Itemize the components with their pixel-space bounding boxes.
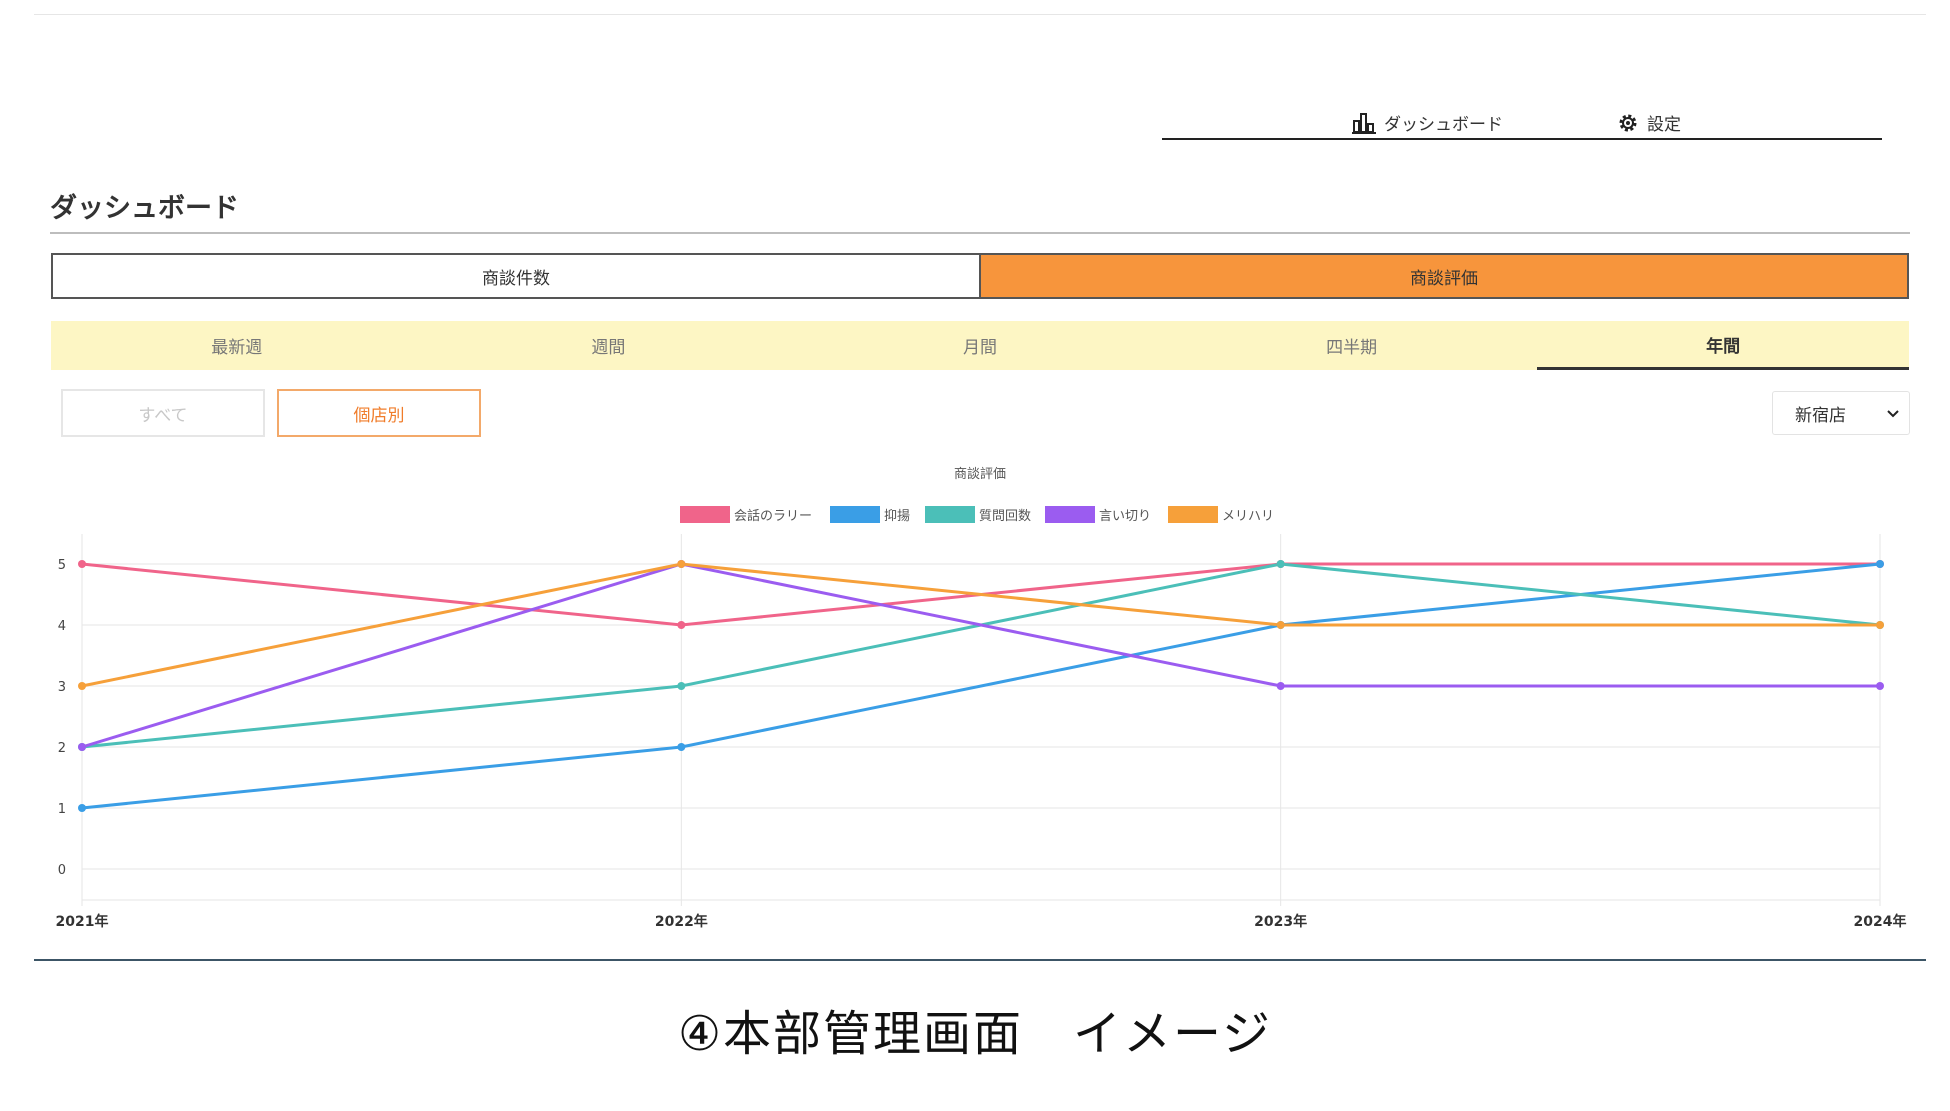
- nav-dashboard[interactable]: ダッシュボード: [1352, 110, 1503, 135]
- main-tabs: 商談件数 商談評価: [51, 253, 1909, 299]
- store-select-value: 新宿店: [1795, 405, 1846, 426]
- chart-title: 商談評価: [954, 466, 1006, 482]
- filter-store-button[interactable]: 個店別: [277, 389, 481, 437]
- bar-chart-icon: [1352, 112, 1376, 134]
- data-point: [1876, 560, 1884, 568]
- tab-monthly[interactable]: 月間: [962, 338, 997, 358]
- chevron-down-icon: [1887, 403, 1899, 423]
- legend-swatch: [1045, 506, 1095, 523]
- legend-label: 質問回数: [979, 509, 1031, 524]
- top-navigation: ダッシュボード 設定: [1162, 100, 1882, 140]
- tab-deal-evaluation[interactable]: 商談評価: [979, 255, 1907, 297]
- data-point: [677, 621, 686, 629]
- nav-settings[interactable]: 設定: [1617, 110, 1681, 135]
- x-tick-label: 2024年: [1854, 913, 1907, 930]
- legend-label: 会話のラリー: [734, 508, 812, 524]
- data-point: [677, 560, 686, 568]
- x-tick-label: 2022年: [655, 913, 708, 930]
- nav-dashboard-label: ダッシュボード: [1384, 115, 1503, 135]
- y-tick-label: 1: [58, 802, 66, 817]
- tab-quarterly[interactable]: 四半期: [1326, 338, 1378, 358]
- tab-deal-count[interactable]: 商談件数: [482, 268, 550, 289]
- title-divider: [50, 232, 1910, 234]
- tab-yearly[interactable]: 年間: [1537, 321, 1909, 370]
- app-frame: [34, 14, 1926, 961]
- data-point: [1876, 621, 1884, 629]
- x-tick-label: 2023年: [1254, 913, 1307, 930]
- legend-swatch: [830, 506, 880, 523]
- data-point: [78, 743, 86, 751]
- data-point: [78, 682, 86, 690]
- y-tick-label: 5: [58, 558, 66, 573]
- tab-weekly[interactable]: 週間: [591, 338, 626, 358]
- period-tabs: 最新週 週間 月間 四半期 年間: [51, 321, 1909, 370]
- series-line: [81, 562, 1880, 688]
- legend-swatch: [680, 506, 730, 523]
- y-tick-label: 0: [58, 863, 66, 878]
- tab-latest-week[interactable]: 最新週: [211, 338, 263, 358]
- y-tick-label: 3: [58, 680, 66, 695]
- page-title: ダッシュボード: [50, 193, 239, 224]
- data-point: [78, 560, 86, 568]
- data-point: [1276, 682, 1285, 690]
- data-point: [677, 682, 686, 690]
- series-line: [81, 562, 1880, 749]
- x-tick-label: 2021年: [56, 913, 109, 930]
- legend-swatch: [925, 506, 975, 523]
- data-point: [78, 804, 86, 812]
- caption: ④本部管理画面 イメージ: [677, 1006, 1273, 1062]
- legend-label: メリハリ: [1222, 509, 1274, 524]
- filter-all-button[interactable]: すべて: [61, 389, 265, 437]
- legend-label: 抑揚: [884, 508, 910, 524]
- data-point: [1276, 621, 1285, 629]
- y-tick-label: 4: [58, 619, 66, 634]
- legend-label: 言い切り: [1099, 509, 1151, 524]
- gear-icon: [1617, 112, 1639, 134]
- data-point: [677, 743, 686, 751]
- store-select[interactable]: 新宿店: [1772, 391, 1910, 435]
- data-point: [1876, 682, 1884, 690]
- y-tick-label: 2: [58, 741, 66, 756]
- legend-swatch: [1168, 506, 1218, 523]
- data-point: [1276, 560, 1285, 568]
- nav-settings-label: 設定: [1647, 115, 1681, 135]
